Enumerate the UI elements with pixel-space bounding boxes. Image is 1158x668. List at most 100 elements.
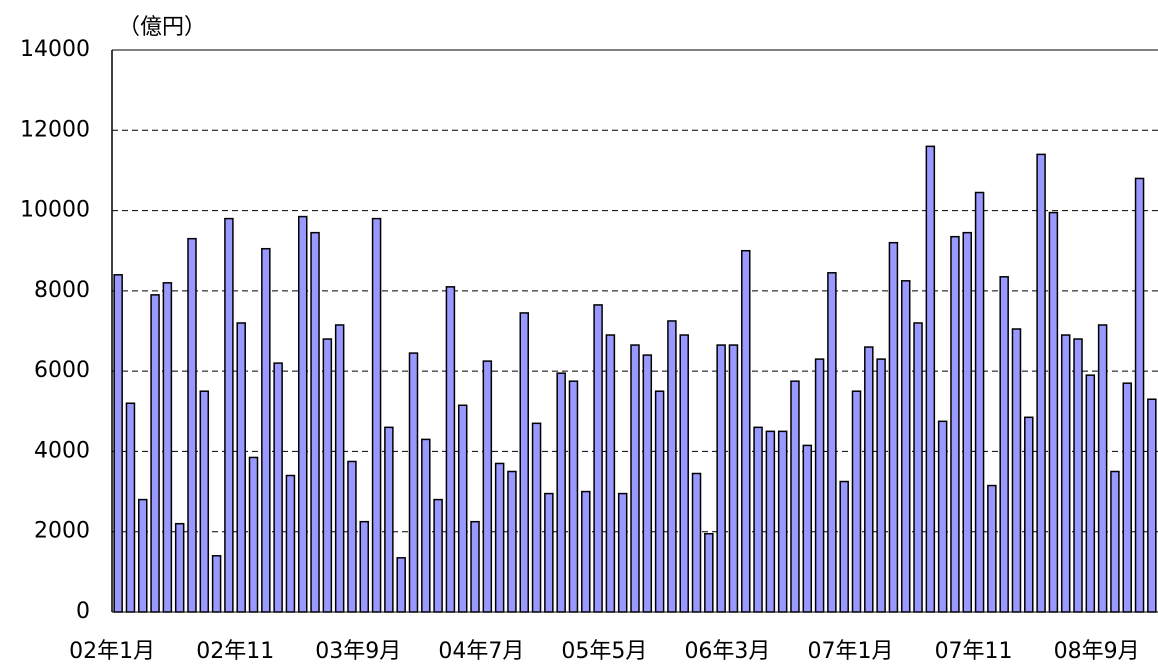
bar [531,422,542,613]
bar [876,358,886,613]
bar [507,470,517,613]
bar [691,472,702,613]
y-axis-unit: （億円） [118,15,206,40]
bar [433,498,443,613]
bar [777,430,788,613]
bar [741,249,751,613]
bar [285,474,296,613]
bar [482,360,493,613]
x-tick-label: 07年11 [935,639,1013,664]
x-tick-label: 02年1月 [69,639,155,664]
bar [654,390,665,613]
bar [199,390,210,613]
bar [297,215,308,613]
bar [334,324,345,613]
bar [999,276,1009,613]
bar [384,426,394,613]
bar [1147,398,1157,613]
bar [1134,177,1145,613]
bar [1085,374,1096,613]
bar [950,235,960,613]
bar [248,456,259,613]
y-tick-label: 4000 [34,438,90,463]
bar [457,404,468,613]
bar [125,402,136,613]
bar [261,247,271,613]
bar [888,241,899,613]
bar [224,217,234,613]
bar [864,346,874,613]
bar [1060,334,1071,613]
bar [519,312,529,613]
bar [581,490,591,613]
bar [1048,211,1059,613]
y-tick-label: 2000 [34,519,90,544]
x-tick-label: 08年9月 [1054,639,1140,664]
bar [544,492,554,613]
bar [162,282,173,613]
y-tick-label: 8000 [34,278,90,303]
bar [347,460,357,613]
bar [679,334,689,613]
y-tick-label: 14000 [20,37,90,62]
bar [974,191,985,613]
bar [273,362,283,613]
bar [753,426,763,613]
bar [1036,153,1046,613]
bar [211,555,222,613]
bar [150,294,160,613]
bar [642,354,653,613]
bar [925,145,936,613]
bar [371,217,382,613]
bar [667,320,677,613]
bar [839,480,849,613]
bar [445,286,456,613]
x-tick-label: 05年5月 [561,639,647,664]
bar [421,438,431,613]
bar [827,272,837,613]
bar [802,444,813,613]
bar [716,344,726,613]
bar [1073,338,1083,613]
bar [900,280,911,613]
bar [1024,416,1034,613]
bar [187,237,197,613]
bar [1122,382,1132,613]
y-tick-label: 10000 [20,198,90,223]
x-tick-label: 02年11 [196,639,274,664]
bar [359,520,370,613]
y-tick-label: 0 [76,599,90,624]
bar [704,532,714,613]
bar [322,338,333,613]
bar [138,498,148,613]
bar [1011,328,1022,613]
bar [851,390,862,613]
y-tick-label: 12000 [20,117,90,142]
bar [310,231,320,613]
bar [617,492,628,613]
x-tick-label: 07年1月 [808,639,894,664]
bar [814,358,825,613]
bar [408,352,419,613]
bar [470,520,480,613]
bar [174,522,185,613]
bar [605,334,616,613]
bar [396,557,406,613]
bar [765,430,776,613]
bar [728,344,739,613]
bar [913,322,923,613]
bar [113,274,123,613]
bar [568,380,579,613]
bar [494,462,505,613]
bar [1097,324,1108,613]
x-tick-label: 03年9月 [315,639,401,664]
bar [987,484,997,613]
bar [1110,470,1120,613]
x-tick-label: 04年7月 [438,639,524,664]
bar [630,344,640,613]
bar [593,304,603,613]
bar [236,322,246,613]
y-tick-label: 6000 [34,358,90,383]
